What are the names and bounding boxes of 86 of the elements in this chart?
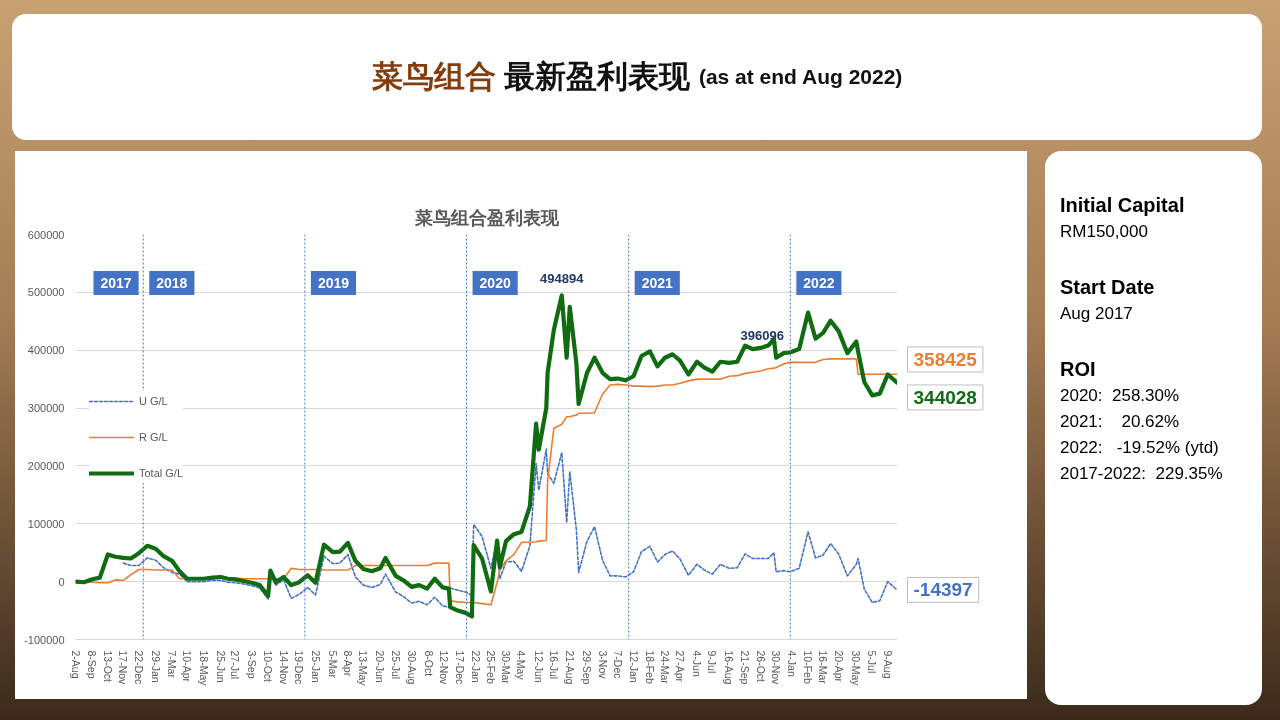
x-tick-label: 4-May xyxy=(515,650,528,681)
x-tick-label: 2-Aug xyxy=(69,650,82,679)
y-tick-label: -100000 xyxy=(24,633,65,646)
ref-line-label: 2019 xyxy=(317,275,350,292)
y-tick-label: 500000 xyxy=(27,286,65,299)
chart-subtitle: 菜鸟组合盈利表现 xyxy=(413,207,560,228)
x-tick-label: 25-Jan xyxy=(309,650,322,683)
text: 2021: 20.62% xyxy=(1060,411,1181,433)
x-tick-label: 4-Jan xyxy=(785,650,798,677)
x-tick-label: 12-Nov xyxy=(438,650,451,686)
x-tick-label: 20-Jun xyxy=(374,650,387,683)
y-tick-label: 600000 xyxy=(27,228,65,241)
x-tick-label: 25-Jul xyxy=(389,650,402,680)
x-tick-label: 16-Aug xyxy=(723,650,736,685)
legend-label: R G/L xyxy=(139,430,168,443)
legend-label: Total G/L xyxy=(139,466,184,479)
x-tick-label: 4-Jun xyxy=(690,650,703,677)
x-tick-label: 21-Sep xyxy=(739,650,752,685)
x-tick-label: 30-Aug xyxy=(405,650,418,685)
annotation: 396096 xyxy=(740,328,784,344)
x-tick-label: 9-Jul xyxy=(706,650,719,674)
annotation: 2017 xyxy=(100,275,132,292)
x-tick-label: 13-May xyxy=(357,650,370,687)
x-tick-label: 27-Jul xyxy=(228,650,241,680)
x-tick-label: 30-Nov xyxy=(770,650,783,686)
x-tick-label: 21-Aug xyxy=(563,650,576,685)
x-tick-label: 5-Mar xyxy=(326,650,339,679)
x-tick-label: 12-Jan xyxy=(627,650,640,683)
x-tick-label: 10-Feb xyxy=(802,650,815,684)
text: Initial Capital xyxy=(1060,193,1186,218)
x-tick-label: 27-Apr xyxy=(674,650,687,683)
x-tick-label: 30-May xyxy=(850,650,863,687)
x-tick-label: 17-Nov xyxy=(117,650,130,686)
x-tick-label: 3-Nov xyxy=(596,650,609,680)
y-tick-label: 400000 xyxy=(27,344,65,357)
x-tick-label: 9-Aug xyxy=(881,650,894,679)
ref-line-label: 2022 xyxy=(803,275,835,292)
y-tick-label: 0 xyxy=(58,575,65,588)
x-tick-label: 20-Apr xyxy=(832,650,845,683)
y-tick-label: 300000 xyxy=(27,402,65,415)
x-tick-label: 22-Dec xyxy=(132,650,145,685)
x-tick-label: 30-Mar xyxy=(499,650,512,685)
x-tick-label: 22-Jan xyxy=(469,650,482,683)
x-tick-label: 26-Oct xyxy=(754,650,767,683)
x-tick-label: 18-May xyxy=(197,650,210,687)
x-tick-label: 7-Mar xyxy=(166,650,179,679)
legend-label: U G/L xyxy=(139,394,168,407)
ref-line-label: 2020 xyxy=(479,275,511,292)
annotation: -14397 xyxy=(913,579,973,601)
x-tick-label: 17-Dec xyxy=(453,650,466,685)
y-tick-label: 100000 xyxy=(27,517,65,530)
x-tick-label: 13-Oct xyxy=(101,650,114,683)
text: Aug 2017 xyxy=(1060,303,1134,325)
x-tick-label: 8-Oct xyxy=(422,650,435,677)
x-tick-label: 5-Jul xyxy=(866,650,879,674)
x-tick-label: 29-Sep xyxy=(581,650,594,685)
x-tick-label: 10-Oct xyxy=(262,650,275,683)
x-tick-label: 8-Apr xyxy=(341,650,354,677)
text: 2017-2022: 229.35% xyxy=(1060,463,1223,485)
text: ROI xyxy=(1060,357,1097,382)
x-tick-label: 10-Apr xyxy=(181,650,194,683)
x-tick-label: 12-Jun xyxy=(532,650,545,683)
annotation: 344028 xyxy=(913,386,977,408)
x-tick-label: 14-Nov xyxy=(277,650,290,686)
x-tick-label: 25-Jun xyxy=(214,650,227,683)
text: Start Date xyxy=(1060,275,1156,300)
x-tick-label: 29-Jan xyxy=(149,650,162,683)
annotation: 494894 xyxy=(540,271,585,287)
x-tick-label: 3-Sep xyxy=(245,650,258,679)
y-tick-label: 200000 xyxy=(27,459,65,472)
x-tick-label: 19-Dec xyxy=(293,650,306,685)
text: 2020: 258.30% xyxy=(1060,385,1181,407)
x-tick-label: 18-Feb xyxy=(643,650,656,684)
x-tick-label: 7-Dec xyxy=(611,650,624,679)
chart-title: 菜鸟组合 最新盈利表现 (as at end Aug 2022) xyxy=(371,57,903,96)
x-tick-label: 25-Feb xyxy=(484,650,497,684)
text: RM150,000 xyxy=(1060,221,1149,243)
x-tick-label: 24-Mar xyxy=(658,650,671,685)
ref-line-label: 2021 xyxy=(641,275,674,292)
ref-line-label: 2018 xyxy=(156,275,188,292)
x-tick-label: 16-Mar xyxy=(817,650,830,685)
x-tick-label: 16-Jul xyxy=(547,650,560,680)
line-series xyxy=(75,293,897,619)
annotation: 358425 xyxy=(913,348,978,370)
text: 2022: -19.52% (ytd) xyxy=(1060,437,1220,459)
x-tick-label: 8-Sep xyxy=(86,650,99,679)
